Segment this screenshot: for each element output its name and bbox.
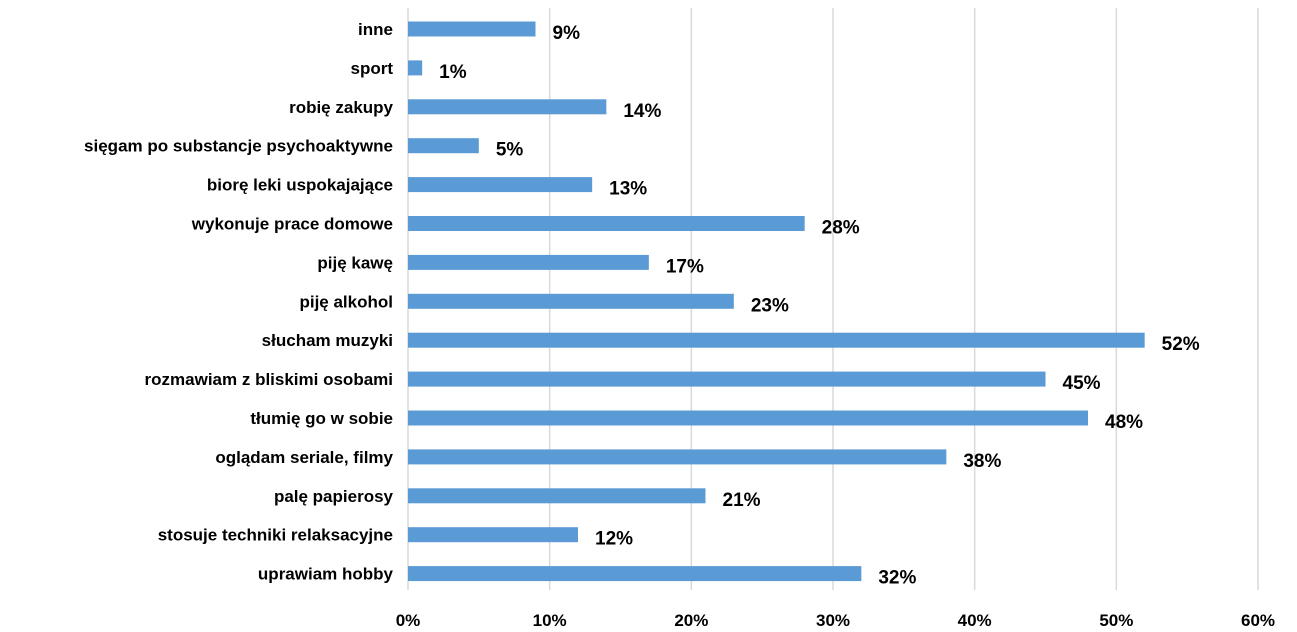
category-label: sport — [351, 59, 394, 78]
category-label: palę papierosy — [274, 487, 394, 506]
category-labels: inne sport robię zakupy sięgam po substancj… — [84, 20, 393, 584]
category-label: inne — [358, 20, 393, 39]
value-label: 12% — [595, 529, 633, 550]
category-label: rozmawiam z bliskimi osobami — [145, 370, 393, 389]
bar — [408, 488, 706, 504]
category-label: biorę leki uspokajające — [207, 176, 393, 195]
x-tick-label: 10% — [533, 611, 567, 630]
x-axis-tick-labels: 0% 10% 20% 30% 40% 50% 60% — [396, 611, 1275, 630]
value-label: 1% — [439, 62, 467, 83]
bar — [408, 332, 1145, 348]
value-label: 13% — [609, 179, 647, 200]
value-label: 5% — [496, 140, 524, 161]
value-label: 9% — [553, 23, 581, 44]
bar — [408, 177, 593, 193]
x-tick-label: 50% — [1099, 611, 1133, 630]
value-label: 32% — [878, 568, 916, 589]
bar — [408, 216, 805, 231]
x-tick-label: 40% — [958, 611, 992, 630]
value-label: 48% — [1105, 412, 1143, 433]
category-label: tłumię go w sobie — [250, 409, 393, 428]
value-label: 45% — [1063, 373, 1101, 394]
category-label: wykonuje prace domowe — [191, 215, 393, 234]
bar — [408, 410, 1088, 426]
category-label: słucham muzyki — [262, 331, 393, 350]
bar — [408, 449, 947, 465]
value-label: 28% — [822, 218, 860, 239]
category-label: stosuje techniki relaksacyjne — [158, 526, 393, 545]
x-tick-label: 0% — [396, 611, 421, 630]
x-tick-label: 30% — [816, 611, 850, 630]
value-label: 38% — [963, 451, 1001, 472]
bar — [408, 138, 479, 154]
bar — [408, 99, 607, 115]
category-label: uprawiam hobby — [258, 565, 394, 584]
bar — [408, 254, 649, 270]
category-label: piję alkohol — [299, 292, 393, 311]
value-labels: 9% 1% 14% 5% 13% 28% 17% 23% 52% 45%48% 38% 21% 12% 3… — [439, 23, 1200, 589]
value-label: 23% — [751, 295, 789, 316]
category-label: piję kawę — [317, 253, 393, 272]
category-label: robię zakupy — [289, 98, 393, 117]
category-label: sięgam po substancje psychoaktywne — [84, 137, 393, 156]
value-label: 21% — [723, 490, 761, 511]
bar — [408, 566, 862, 582]
bar — [408, 371, 1046, 387]
bars — [408, 21, 1145, 582]
value-label: 14% — [623, 101, 661, 122]
bar — [408, 293, 734, 309]
x-tick-label: 60% — [1241, 611, 1275, 630]
value-label: 52% — [1162, 334, 1200, 355]
bar — [408, 527, 578, 543]
x-tick-label: 20% — [674, 611, 708, 630]
category-label: oglądam seriale, filmy — [215, 448, 393, 467]
bar — [408, 60, 423, 76]
bar — [408, 21, 536, 37]
value-label: 17% — [666, 256, 704, 277]
